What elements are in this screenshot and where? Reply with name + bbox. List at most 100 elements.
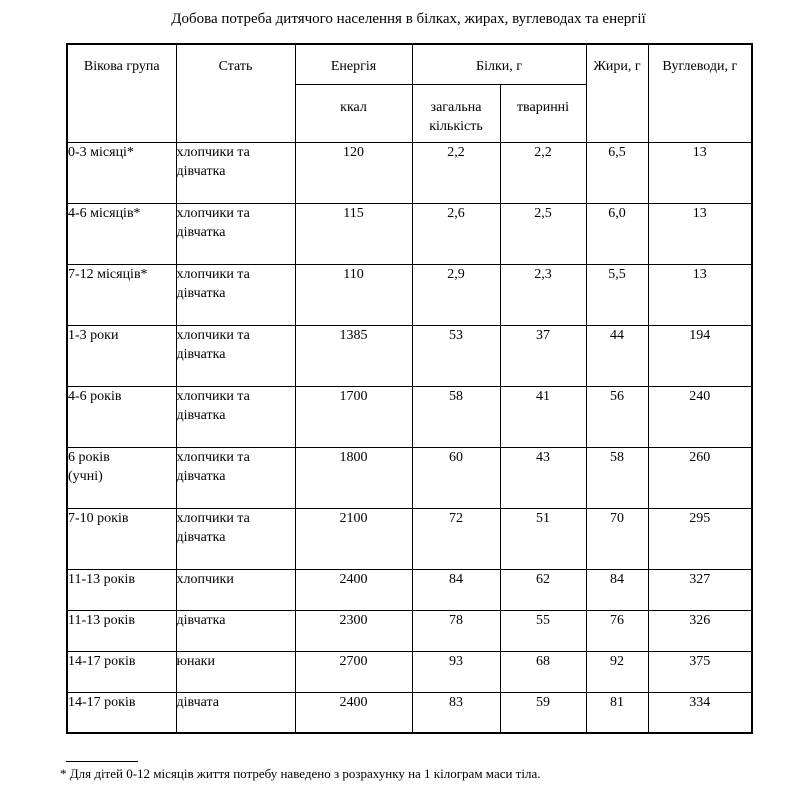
cell-protein-animal: 51: [499, 507, 587, 570]
cell-energy-kcal: 2400: [294, 691, 413, 734]
cell-sex: хлопчики та дівчатка: [175, 141, 296, 204]
cell-fat: 5,5: [585, 263, 649, 326]
cell-age-group: 7-12 місяців*: [66, 263, 177, 326]
cell-sex: дівчата: [175, 691, 296, 734]
cell-protein-animal: 2,3: [499, 263, 587, 326]
cell-age-group: 11-13 років: [66, 609, 177, 652]
cell-protein-total: 84: [411, 568, 501, 611]
cell-age-group: 4-6 років: [66, 385, 177, 448]
table-row: 4-6 місяців* хлопчики та дівчатка 115 2,…: [66, 202, 753, 265]
table-row: 14-17 років дівчата 2400 83 59 81 334: [66, 691, 753, 734]
cell-protein-total: 83: [411, 691, 501, 734]
cell-fat: 6,5: [585, 141, 649, 204]
header-kcal: ккал: [294, 83, 413, 143]
cell-protein-animal: 2,5: [499, 202, 587, 265]
cell-protein-total: 2,9: [411, 263, 501, 326]
cell-energy-kcal: 1800: [294, 446, 413, 509]
cell-protein-animal: 41: [499, 385, 587, 448]
nutrition-table: Вікова група Стать Енергія Білки, г Жири…: [66, 43, 754, 734]
cell-protein-total: 2,6: [411, 202, 501, 265]
table-row: 1-3 роки хлопчики та дівчатка 1385 53 37…: [66, 324, 753, 387]
cell-age-group: 11-13 років: [66, 568, 177, 611]
table-row: 7-12 місяців* хлопчики та дівчатка 110 2…: [66, 263, 753, 326]
cell-energy-kcal: 2100: [294, 507, 413, 570]
table-body: 0-3 місяці* хлопчики та дівчатка 120 2,2…: [66, 141, 753, 734]
cell-energy-kcal: 2400: [294, 568, 413, 611]
cell-fat: 84: [585, 568, 649, 611]
cell-protein-total: 58: [411, 385, 501, 448]
cell-carb: 327: [647, 568, 753, 611]
cell-sex: хлопчики: [175, 568, 296, 611]
cell-carb: 13: [647, 202, 753, 265]
cell-fat: 92: [585, 650, 649, 693]
cell-fat: 76: [585, 609, 649, 652]
cell-fat: 70: [585, 507, 649, 570]
cell-protein-animal: 43: [499, 446, 587, 509]
cell-fat: 44: [585, 324, 649, 387]
header-sex: Стать: [175, 43, 296, 143]
table-row: 6 років (учні) хлопчики та дівчатка 1800…: [66, 446, 753, 509]
cell-sex: хлопчики та дівчатка: [175, 202, 296, 265]
cell-age-group: 7-10 років: [66, 507, 177, 570]
table-row: 7-10 років хлопчики та дівчатка 2100 72 …: [66, 507, 753, 570]
cell-protein-animal: 55: [499, 609, 587, 652]
cell-carb: 375: [647, 650, 753, 693]
table-row: 14-17 років юнаки 2700 93 68 92 375: [66, 650, 753, 693]
cell-protein-total: 78: [411, 609, 501, 652]
cell-protein-animal: 59: [499, 691, 587, 734]
cell-energy-kcal: 120: [294, 141, 413, 204]
cell-energy-kcal: 115: [294, 202, 413, 265]
cell-age-group: 1-3 роки: [66, 324, 177, 387]
cell-sex: дівчатка: [175, 609, 296, 652]
cell-protein-total: 93: [411, 650, 501, 693]
cell-carb: 13: [647, 263, 753, 326]
cell-sex: юнаки: [175, 650, 296, 693]
cell-carb: 334: [647, 691, 753, 734]
header-age-group: Вікова група: [66, 43, 177, 143]
cell-fat: 81: [585, 691, 649, 734]
header-energy: Енергія: [294, 43, 413, 85]
table-row: 11-13 років дівчатка 2300 78 55 76 326: [66, 609, 753, 652]
cell-fat: 58: [585, 446, 649, 509]
header-proteins: Білки, г: [411, 43, 587, 85]
cell-carb: 240: [647, 385, 753, 448]
table-header: Вікова група Стать Енергія Білки, г Жири…: [66, 43, 753, 143]
header-protein-animal: тваринні: [499, 83, 587, 143]
cell-energy-kcal: 1385: [294, 324, 413, 387]
cell-fat: 56: [585, 385, 649, 448]
cell-protein-animal: 2,2: [499, 141, 587, 204]
cell-protein-animal: 37: [499, 324, 587, 387]
header-row-2: ккал загальна кількість тваринні: [67, 83, 752, 143]
cell-age-group: 0-3 місяці*: [66, 141, 177, 204]
header-fats: Жири, г: [585, 43, 649, 143]
cell-carb: 13: [647, 141, 753, 204]
cell-sex: хлопчики та дівчатка: [175, 263, 296, 326]
cell-protein-animal: 68: [499, 650, 587, 693]
cell-sex: хлопчики та дівчатка: [175, 324, 296, 387]
cell-age-group: 6 років (учні): [66, 446, 177, 509]
cell-carb: 260: [647, 446, 753, 509]
cell-carb: 194: [647, 324, 753, 387]
header-carbs: Вуглеводи, г: [647, 43, 753, 143]
cell-protein-total: 60: [411, 446, 501, 509]
header-row-1: Вікова група Стать Енергія Білки, г Жири…: [66, 43, 753, 143]
cell-age-group: 14-17 років: [66, 650, 177, 693]
cell-energy-kcal: 1700: [294, 385, 413, 448]
cell-energy-kcal: 2300: [294, 609, 413, 652]
cell-age-group: 14-17 років: [66, 691, 177, 734]
cell-age-group: 4-6 місяців*: [66, 202, 177, 265]
cell-sex: хлопчики та дівчатка: [175, 385, 296, 448]
header-protein-total: загальна кількість: [411, 83, 501, 143]
cell-protein-total: 72: [411, 507, 501, 570]
footnote-separator: [66, 761, 138, 762]
cell-carb: 295: [647, 507, 753, 570]
cell-fat: 6,0: [585, 202, 649, 265]
table-row: 11-13 років хлопчики 2400 84 62 84 327: [66, 568, 753, 611]
table-row: 4-6 років хлопчики та дівчатка 1700 58 4…: [66, 385, 753, 448]
cell-energy-kcal: 2700: [294, 650, 413, 693]
footnote-text: * Для дітей 0-12 місяців життя потребу н…: [60, 766, 541, 781]
cell-sex: хлопчики та дівчатка: [175, 507, 296, 570]
cell-protein-total: 2,2: [411, 141, 501, 204]
cell-carb: 326: [647, 609, 753, 652]
